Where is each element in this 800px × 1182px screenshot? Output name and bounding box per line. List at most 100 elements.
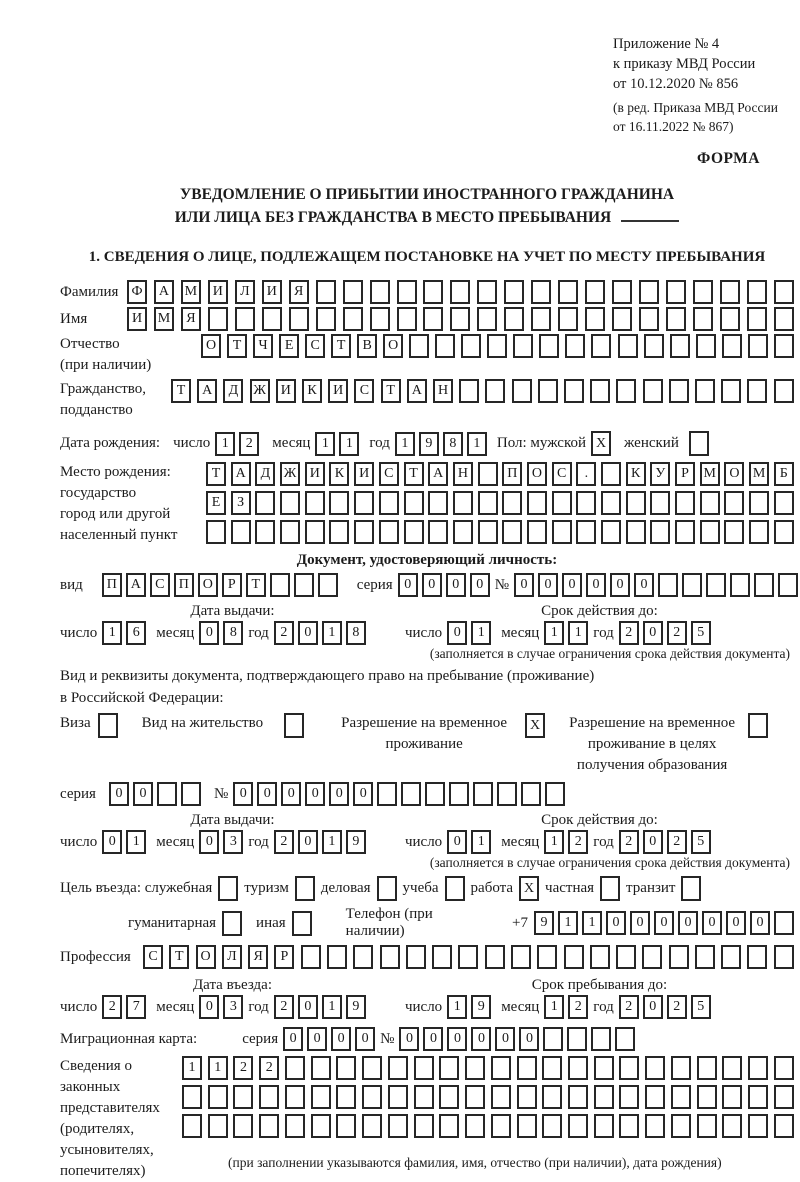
char-box[interactable] bbox=[342, 307, 363, 331]
char-box[interactable] bbox=[490, 1085, 511, 1109]
char-box[interactable]: 0 bbox=[423, 1027, 444, 1051]
char-box[interactable] bbox=[304, 491, 325, 515]
char-box[interactable] bbox=[668, 379, 689, 403]
char-box[interactable] bbox=[693, 307, 714, 331]
char-box[interactable]: У bbox=[650, 462, 671, 486]
visa-checkbox[interactable] bbox=[97, 713, 118, 738]
char-box[interactable] bbox=[650, 520, 671, 544]
char-box[interactable] bbox=[362, 1114, 383, 1138]
char-box[interactable] bbox=[593, 1056, 614, 1080]
char-box[interactable] bbox=[625, 520, 646, 544]
char-box[interactable] bbox=[465, 1085, 486, 1109]
char-box[interactable] bbox=[487, 334, 508, 358]
char-box[interactable] bbox=[675, 491, 696, 515]
char-box[interactable] bbox=[747, 379, 768, 403]
char-box[interactable] bbox=[452, 520, 473, 544]
char-box[interactable] bbox=[353, 945, 374, 969]
char-box[interactable] bbox=[619, 1085, 640, 1109]
char-box[interactable]: 0 bbox=[447, 621, 468, 645]
char-box[interactable] bbox=[490, 1114, 511, 1138]
char-box[interactable] bbox=[645, 1114, 666, 1138]
purpose-study-checkbox[interactable] bbox=[444, 876, 465, 901]
char-box[interactable]: И bbox=[207, 280, 228, 304]
char-box[interactable]: 0 bbox=[305, 782, 326, 806]
char-box[interactable]: 1 bbox=[339, 431, 360, 456]
char-box[interactable] bbox=[645, 1085, 666, 1109]
char-box[interactable] bbox=[369, 280, 390, 304]
char-box[interactable] bbox=[576, 491, 597, 515]
char-box[interactable]: Р bbox=[221, 573, 242, 597]
char-box[interactable] bbox=[450, 307, 471, 331]
char-box[interactable] bbox=[255, 520, 276, 544]
char-box[interactable] bbox=[778, 573, 798, 597]
char-box[interactable]: 0 bbox=[469, 573, 490, 597]
char-box[interactable] bbox=[748, 1085, 769, 1109]
char-box[interactable] bbox=[423, 307, 444, 331]
char-box[interactable] bbox=[280, 491, 301, 515]
char-box[interactable] bbox=[747, 334, 768, 358]
char-box[interactable]: 1 bbox=[394, 431, 415, 456]
char-box[interactable] bbox=[773, 945, 794, 969]
char-box[interactable] bbox=[465, 1056, 486, 1080]
char-box[interactable]: 1 bbox=[102, 621, 123, 645]
char-box[interactable]: 9 bbox=[418, 431, 439, 456]
purpose-business-checkbox[interactable] bbox=[376, 876, 397, 901]
char-box[interactable] bbox=[280, 520, 301, 544]
char-box[interactable]: Ж bbox=[249, 379, 270, 403]
gender-male-checkbox[interactable]: X bbox=[591, 431, 612, 456]
char-box[interactable]: М bbox=[699, 462, 720, 486]
char-box[interactable]: 0 bbox=[421, 573, 442, 597]
char-box[interactable] bbox=[696, 1114, 717, 1138]
char-box[interactable]: А bbox=[230, 462, 251, 486]
char-box[interactable]: П bbox=[502, 462, 523, 486]
char-box[interactable]: 9 bbox=[534, 911, 554, 935]
char-box[interactable]: 0 bbox=[199, 621, 220, 645]
char-box[interactable]: 0 bbox=[642, 830, 663, 854]
char-box[interactable] bbox=[542, 1085, 563, 1109]
char-box[interactable] bbox=[722, 1114, 743, 1138]
char-box[interactable] bbox=[721, 945, 742, 969]
purpose-private-checkbox[interactable] bbox=[600, 876, 621, 901]
char-box[interactable] bbox=[670, 1114, 691, 1138]
char-box[interactable] bbox=[354, 491, 375, 515]
char-box[interactable] bbox=[721, 379, 742, 403]
char-box[interactable]: С bbox=[378, 462, 399, 486]
char-box[interactable] bbox=[749, 520, 770, 544]
char-box[interactable] bbox=[670, 1056, 691, 1080]
char-box[interactable]: Л bbox=[234, 280, 255, 304]
char-box[interactable] bbox=[558, 280, 579, 304]
char-box[interactable] bbox=[284, 1114, 305, 1138]
char-box[interactable] bbox=[387, 1114, 408, 1138]
char-box[interactable] bbox=[387, 1056, 408, 1080]
char-box[interactable] bbox=[724, 520, 745, 544]
char-box[interactable] bbox=[616, 379, 637, 403]
char-box[interactable]: 8 bbox=[223, 621, 244, 645]
char-box[interactable] bbox=[612, 280, 633, 304]
char-box[interactable] bbox=[259, 1114, 280, 1138]
char-box[interactable] bbox=[568, 1114, 589, 1138]
char-box[interactable]: 2 bbox=[666, 830, 687, 854]
char-box[interactable]: 0 bbox=[329, 782, 350, 806]
char-box[interactable] bbox=[413, 1056, 434, 1080]
char-box[interactable] bbox=[719, 307, 740, 331]
char-box[interactable] bbox=[396, 280, 417, 304]
char-box[interactable] bbox=[625, 491, 646, 515]
char-box[interactable] bbox=[537, 379, 558, 403]
char-box[interactable]: К bbox=[302, 379, 323, 403]
char-box[interactable]: 1 bbox=[466, 431, 487, 456]
char-box[interactable] bbox=[233, 1085, 254, 1109]
char-box[interactable]: 0 bbox=[726, 911, 746, 935]
char-box[interactable] bbox=[284, 1056, 305, 1080]
char-box[interactable] bbox=[336, 1085, 357, 1109]
char-box[interactable] bbox=[401, 782, 422, 806]
char-box[interactable] bbox=[310, 1114, 331, 1138]
char-box[interactable]: 5 bbox=[690, 995, 711, 1019]
char-box[interactable] bbox=[409, 334, 430, 358]
char-box[interactable] bbox=[531, 307, 552, 331]
char-box[interactable] bbox=[617, 334, 638, 358]
char-box[interactable]: 1 bbox=[207, 1056, 228, 1080]
char-box[interactable]: 7 bbox=[126, 995, 147, 1019]
char-box[interactable] bbox=[531, 280, 552, 304]
char-box[interactable]: Т bbox=[380, 379, 401, 403]
char-box[interactable]: С bbox=[149, 573, 170, 597]
